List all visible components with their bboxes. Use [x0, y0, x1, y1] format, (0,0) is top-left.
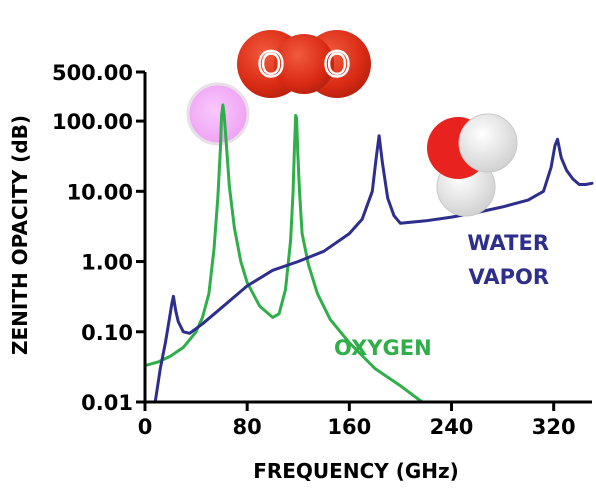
y-tick-label: 1.00	[81, 251, 133, 275]
y-tick-label: 500.00	[52, 61, 133, 85]
series-layer	[143, 103, 594, 404]
peak-marker-circle	[186, 82, 250, 146]
series-label-water-vapor: WATER VAPOR	[467, 231, 549, 289]
x-ticks: 0 80 160 240 320	[138, 402, 576, 439]
series-line-oxygen	[143, 103, 424, 404]
y-tick-label: 0.10	[81, 321, 133, 345]
x-tick-label: 320	[532, 415, 576, 439]
oxygen-atom-letter-2: O	[324, 45, 351, 85]
oxygen-atom-letter-1: O	[258, 45, 285, 85]
y-tick-label: 100.00	[52, 110, 133, 134]
y-axis-title: ZENITH OPACITY (dB)	[8, 115, 32, 355]
x-tick-label: 240	[430, 415, 474, 439]
x-tick-label: 80	[233, 415, 262, 439]
oxygen-molecule-icon: O O	[237, 30, 371, 98]
y-ticks: 0.01 0.10 1.00 10.00 100.00 500.00	[52, 61, 145, 415]
series-labels: OXYGEN WATER VAPOR	[334, 231, 549, 360]
x-tick-label: 0	[138, 415, 153, 439]
x-axis-title: FREQUENCY (GHz)	[253, 459, 459, 483]
series-label-oxygen: OXYGEN	[334, 336, 432, 360]
series-line-water-vapor	[153, 134, 594, 404]
y-tick-label: 10.00	[67, 180, 133, 204]
x-tick-label: 160	[327, 415, 371, 439]
y-tick-label: 0.01	[81, 391, 133, 415]
water-molecule-icon	[427, 113, 518, 217]
